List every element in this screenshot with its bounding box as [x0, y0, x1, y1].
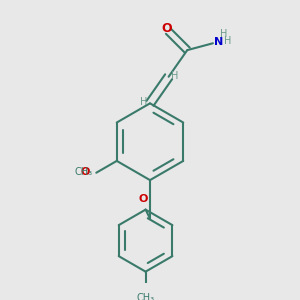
- Text: H: H: [140, 97, 147, 107]
- Text: CH₃: CH₃: [75, 167, 93, 177]
- Text: H: H: [224, 36, 231, 46]
- Text: N: N: [214, 37, 223, 47]
- Text: CH₃: CH₃: [136, 292, 154, 300]
- Text: O: O: [139, 194, 148, 204]
- Text: O: O: [80, 167, 90, 177]
- Text: H: H: [171, 71, 179, 81]
- Text: H: H: [220, 29, 227, 39]
- Text: O: O: [162, 22, 172, 35]
